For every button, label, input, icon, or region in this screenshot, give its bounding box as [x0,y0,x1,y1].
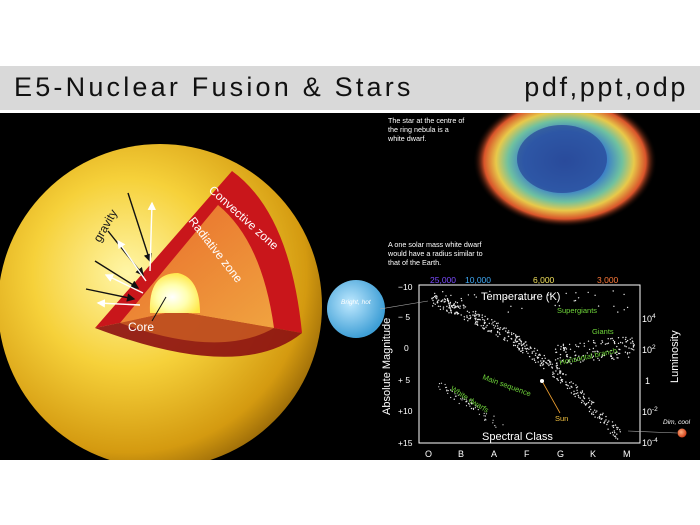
mag-tick-0: −10 [398,282,413,292]
spectral-class-tick: K [590,449,596,459]
sun-label: Sun [555,414,568,423]
temp-tick-0: 25,000 [430,275,456,285]
luminosity-axis-title: Luminosity [669,330,681,383]
mag-tick-3: + 5 [398,375,410,385]
svg-text:104: 104 [642,313,656,324]
title-banner [0,66,700,110]
svg-text:10-4: 10-4 [642,437,658,448]
ring-nebula-image: The star at the centre of the ring nebul… [387,113,657,267]
spectral-class-tick: F [524,449,530,459]
spectral-class-tick: G [557,449,564,459]
hr-star-points [431,290,635,440]
giants-label: Giants [592,327,614,336]
slide-illustration: gravity Convective zone Radiative zone C… [0,113,700,460]
spectral-class-axis-title: Spectral Class [482,431,553,443]
temp-tick-3: 3,000 [597,275,619,285]
spectral-class-tick: O [425,449,432,459]
dim-cool-star [677,428,687,438]
spectral-class-tick: M [623,449,631,459]
spectral-class-tick: B [458,449,464,459]
core-label: Core [128,320,154,334]
white-dwarf-note: A one solar mass white dwarf would have … [387,240,485,267]
page-title: E5-Nuclear Fusion & Stars [14,72,414,102]
file-formats: pdf,ppt,odp [524,72,688,102]
mag-tick-4: +10 [398,406,413,416]
bright-hot-label: Bright, hot [341,299,372,306]
temp-tick-2: 6,000 [533,275,555,285]
mag-tick-1: − 5 [398,312,410,322]
luminosity-ticks: 104 102 1 10-2 10-4 [642,313,658,448]
hr-plot-frame [418,284,641,444]
svg-text:1: 1 [645,376,650,386]
pressure-arrows [96,201,156,308]
sun-marker [540,379,544,383]
mag-tick-5: +15 [398,438,413,448]
temperature-axis-title: Temperature (K) [481,291,560,303]
hr-diagram: 25,000 10,000 6,000 3,000 Temperature (K… [327,275,691,459]
magnitude-axis-title: Absolute Magnitude [381,318,393,415]
mag-tick-2: 0 [404,343,409,353]
temp-tick-1: 10,000 [465,275,491,285]
spectral-class-tick: A [491,449,497,459]
bright-hot-star [327,280,385,338]
dim-cool-label: Dim, cool [663,419,691,426]
supergiants-label: Supergiants [557,306,597,315]
svg-text:102: 102 [642,344,656,355]
sun-cutaway-diagram: gravity Convective zone Radiative zone C… [0,144,322,460]
nebula-caption: The star at the centre of the ring nebul… [387,116,466,143]
svg-text:10-2: 10-2 [642,406,658,417]
